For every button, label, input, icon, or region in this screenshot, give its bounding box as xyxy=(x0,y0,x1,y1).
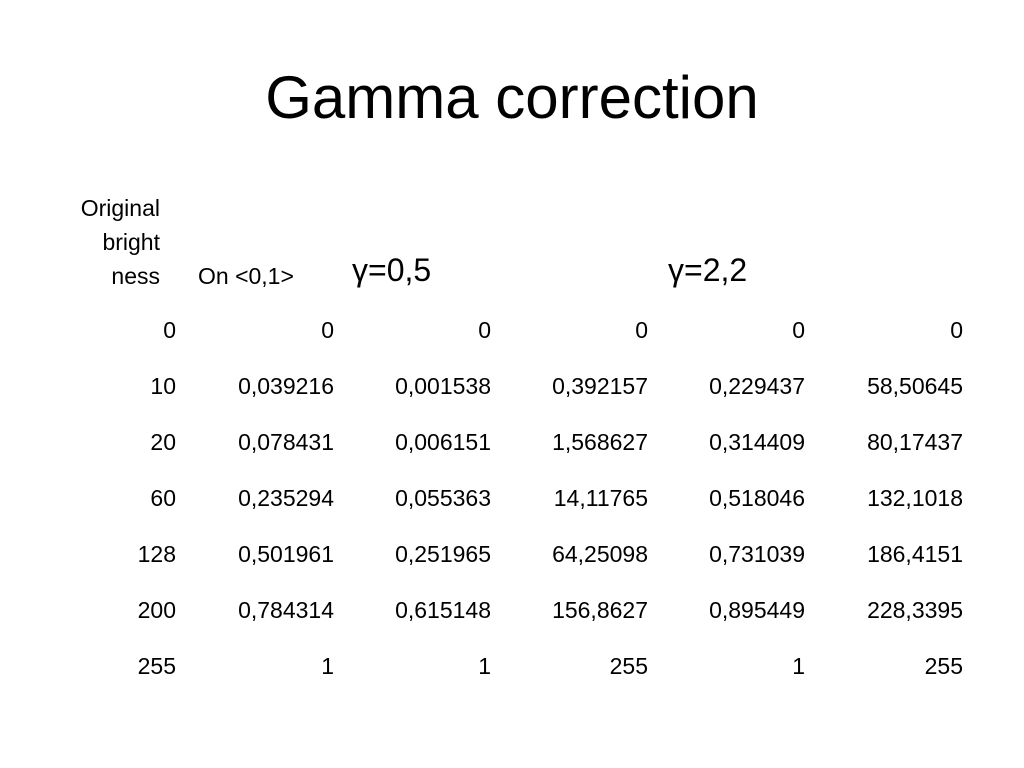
cell-gamma22-normalized: 0,731039 xyxy=(709,541,805,567)
cell-gamma05-value: 0 xyxy=(635,317,648,343)
cell-normalized: 0,501961 xyxy=(238,541,334,567)
cell-normalized: 1 xyxy=(321,653,334,679)
header-original-line: Original xyxy=(80,195,160,221)
cell-gamma05-value: 1,568627 xyxy=(552,429,648,455)
cell-gamma05-value: 64,25098 xyxy=(552,541,648,567)
cell-gamma05-normalized: 0,001538 xyxy=(395,373,491,399)
cell-gamma05-normalized: 0,006151 xyxy=(395,429,491,455)
table-row: 255 1 1 255 1 255 xyxy=(0,641,1024,697)
cell-original: 60 xyxy=(150,485,176,511)
cell-normalized: 0,235294 xyxy=(238,485,334,511)
cell-gamma22-value: 0 xyxy=(950,317,963,343)
cell-gamma22-value: 228,3395 xyxy=(867,597,963,623)
cell-original: 128 xyxy=(137,541,176,567)
cell-gamma22-value: 132,1018 xyxy=(867,485,963,511)
cell-original: 200 xyxy=(137,597,176,623)
cell-original: 0 xyxy=(163,317,176,343)
cell-gamma22-normalized: 0 xyxy=(792,317,805,343)
cell-gamma05-value: 0,392157 xyxy=(552,373,648,399)
cell-original: 255 xyxy=(137,653,176,679)
table-row: 128 0,501961 0,251965 64,25098 0,731039 … xyxy=(0,529,1024,585)
gamma-table: 0 0 0 0 0 0 10 0,039216 0,001538 0,39215… xyxy=(0,305,1024,697)
cell-gamma22-normalized: 0,895449 xyxy=(709,597,805,623)
cell-gamma22-value: 186,4151 xyxy=(867,541,963,567)
header-gamma-2-2: γ=2,2 xyxy=(668,252,748,288)
cell-gamma05-value: 255 xyxy=(609,653,648,679)
header-original-brightness: Original bright ness xyxy=(40,191,160,293)
table-row: 10 0,039216 0,001538 0,392157 0,229437 5… xyxy=(0,361,1024,417)
cell-gamma05-normalized: 1 xyxy=(478,653,491,679)
header-gamma-0-5: γ=0,5 xyxy=(352,252,432,288)
cell-gamma05-normalized: 0,055363 xyxy=(395,485,491,511)
cell-normalized: 0,784314 xyxy=(238,597,334,623)
table-row: 20 0,078431 0,006151 1,568627 0,314409 8… xyxy=(0,417,1024,473)
cell-gamma05-normalized: 0,615148 xyxy=(395,597,491,623)
cell-original: 20 xyxy=(150,429,176,455)
cell-gamma22-value: 58,50645 xyxy=(867,373,963,399)
table-row: 0 0 0 0 0 0 xyxy=(0,305,1024,361)
header-ness-line: ness xyxy=(111,263,160,289)
cell-gamma22-normalized: 1 xyxy=(792,653,805,679)
cell-gamma05-normalized: 0 xyxy=(478,317,491,343)
cell-gamma22-normalized: 0,518046 xyxy=(709,485,805,511)
header-bright-line: bright xyxy=(102,229,160,255)
cell-gamma22-normalized: 0,229437 xyxy=(709,373,805,399)
cell-normalized: 0,039216 xyxy=(238,373,334,399)
cell-gamma05-value: 156,8627 xyxy=(552,597,648,623)
cell-normalized: 0,078431 xyxy=(238,429,334,455)
slide-title: Gamma correction xyxy=(265,64,759,131)
cell-normalized: 0 xyxy=(321,317,334,343)
cell-original: 10 xyxy=(150,373,176,399)
cell-gamma22-value: 255 xyxy=(924,653,963,679)
table-row: 200 0,784314 0,615148 156,8627 0,895449 … xyxy=(0,585,1024,641)
cell-gamma05-value: 14,11765 xyxy=(553,485,648,511)
cell-gamma22-value: 80,17437 xyxy=(867,429,963,455)
header-on-range: On <0,1> xyxy=(198,263,294,289)
cell-gamma05-normalized: 0,251965 xyxy=(395,541,491,567)
table-row: 60 0,235294 0,055363 14,11765 0,518046 1… xyxy=(0,473,1024,529)
cell-gamma22-normalized: 0,314409 xyxy=(709,429,805,455)
